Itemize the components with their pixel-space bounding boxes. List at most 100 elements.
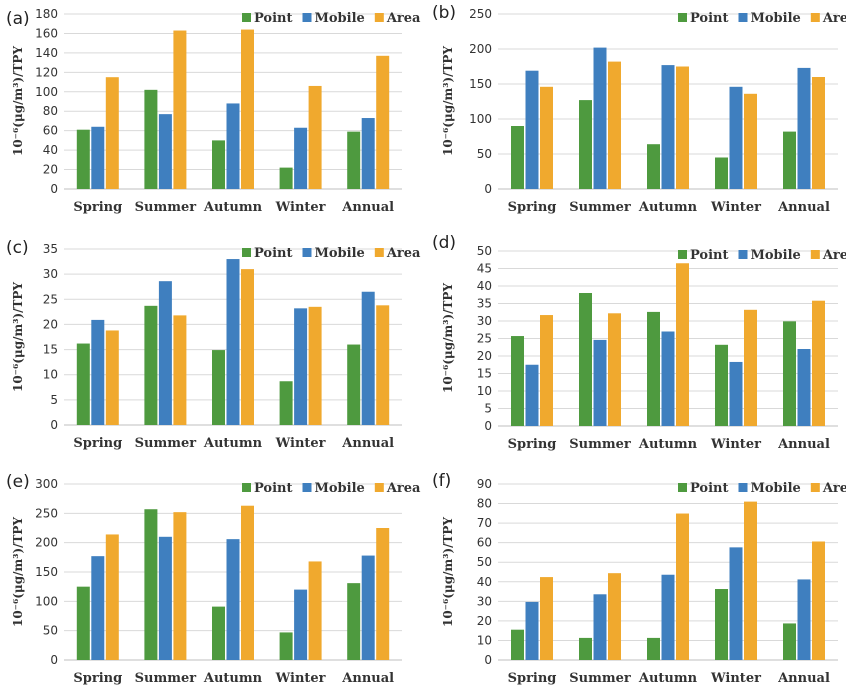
y-tick-label: 0 (484, 182, 492, 196)
bar-area-autumn (676, 66, 689, 189)
x-tick-label: Autumn (203, 671, 263, 686)
bar-point-autumn (647, 311, 660, 426)
x-tick-label: Autumn (638, 671, 698, 686)
y-tick-label: 0 (50, 418, 58, 432)
bar-mobile-summer (158, 536, 172, 660)
bar-mobile-winter (729, 547, 743, 660)
legend-swatch (302, 248, 312, 257)
legend-label: Mobile (751, 11, 801, 26)
legend-label: Area (822, 248, 846, 263)
x-tick-label: Spring (73, 671, 122, 686)
y-tick-label: 140 (35, 46, 58, 60)
bar-mobile-spring (91, 556, 105, 660)
y-tick-label: 250 (35, 506, 58, 520)
legend-label: Mobile (751, 248, 801, 263)
legend-swatch (810, 250, 820, 259)
bar-area-winter (744, 501, 757, 660)
bar-point-annual (347, 344, 361, 425)
legend-label: Point (254, 246, 293, 261)
bar-area-autumn (241, 29, 254, 189)
bar-area-annual (376, 55, 390, 189)
legend: Point Mobile Area (678, 248, 846, 263)
x-tick-label: Spring (508, 671, 557, 686)
bar-area-autumn (241, 269, 254, 425)
x-tick-label: Spring (73, 200, 122, 215)
bar-point-spring (511, 629, 524, 660)
legend-swatch (302, 13, 312, 22)
y-tick-label: 300 (35, 477, 58, 491)
y-tick-label: 100 (35, 594, 58, 608)
x-tick-label: Autumn (638, 200, 698, 215)
legend-label: Area (386, 481, 421, 496)
y-tick-label: 20 (477, 614, 492, 628)
bar-mobile-autumn (226, 259, 240, 425)
y-tick-label: 35 (477, 297, 492, 311)
x-tick-label: Summer (569, 437, 631, 452)
bar-point-spring (511, 336, 524, 426)
bar-point-annual (347, 131, 361, 189)
bar-area-summer (173, 30, 187, 190)
y-tick-label: 80 (477, 497, 492, 511)
y-tick-label: 150 (35, 565, 58, 579)
x-tick-label: Annual (341, 436, 394, 451)
panel-label: (a) (6, 9, 30, 29)
x-tick-label: Summer (135, 436, 197, 451)
bar-area-winter (744, 93, 757, 189)
y-tick-label: 160 (35, 26, 58, 40)
x-tick-label: Spring (508, 200, 557, 215)
bar-mobile-autumn (661, 331, 675, 426)
bar-mobile-spring (91, 126, 105, 189)
bar-mobile-spring (525, 364, 539, 426)
bar-mobile-spring (91, 319, 105, 425)
legend-label: Mobile (315, 246, 365, 261)
y-tick-label: 50 (477, 244, 492, 258)
legend-label: Area (822, 481, 846, 496)
legend-swatch (242, 248, 251, 257)
bar-area-winter (308, 561, 322, 660)
legend-swatch (374, 13, 384, 22)
legend-swatch (678, 13, 687, 22)
y-tick-label: 5 (50, 393, 58, 407)
legend-swatch (242, 13, 251, 22)
y-tick-label: 100 (469, 112, 492, 126)
bar-mobile-annual (797, 67, 811, 189)
bar-area-summer (608, 61, 621, 189)
legend-swatch (242, 483, 251, 492)
bar-point-annual (783, 131, 796, 189)
bar-area-winter (308, 85, 322, 189)
bar-mobile-summer (593, 339, 607, 426)
bar-mobile-winter (294, 589, 308, 660)
bar-point-autumn (647, 637, 660, 660)
legend-swatch (738, 483, 748, 492)
x-tick-label: Annual (777, 200, 830, 215)
bar-point-winter (715, 157, 728, 189)
legend-swatch (302, 483, 312, 492)
bar-point-summer (579, 293, 592, 426)
bar-point-autumn (647, 144, 660, 189)
y-tick-label: 200 (35, 536, 58, 550)
bar-mobile-summer (158, 114, 172, 189)
bar-mobile-summer (593, 47, 607, 189)
bar-area-spring (540, 315, 553, 426)
bar-mobile-winter (294, 308, 308, 425)
legend-label: Area (822, 11, 846, 26)
y-axis-label: 10⁻⁶(μg/m³)/TPY (441, 46, 455, 156)
bar-mobile-spring (525, 601, 539, 660)
y-tick-label: 30 (477, 314, 492, 328)
bar-point-winter (279, 167, 293, 189)
panel-label: (e) (6, 472, 30, 492)
chart-panel: (e) 0 50 100 150 200 250 300 10⁻⁶(μg/m³)/TPY Spri… (6, 472, 421, 686)
x-tick-label: Winter (275, 200, 326, 215)
legend-label: Mobile (315, 11, 365, 26)
legend-swatch (374, 248, 384, 257)
y-tick-label: 70 (477, 516, 492, 530)
y-tick-label: 25 (477, 332, 492, 346)
x-tick-label: Winter (275, 671, 326, 686)
bar-mobile-autumn (661, 574, 675, 660)
x-tick-label: Winter (710, 671, 761, 686)
bar-point-summer (579, 637, 592, 660)
legend-swatch (810, 13, 820, 22)
legend-swatch (810, 483, 820, 492)
bar-mobile-annual (361, 555, 375, 660)
